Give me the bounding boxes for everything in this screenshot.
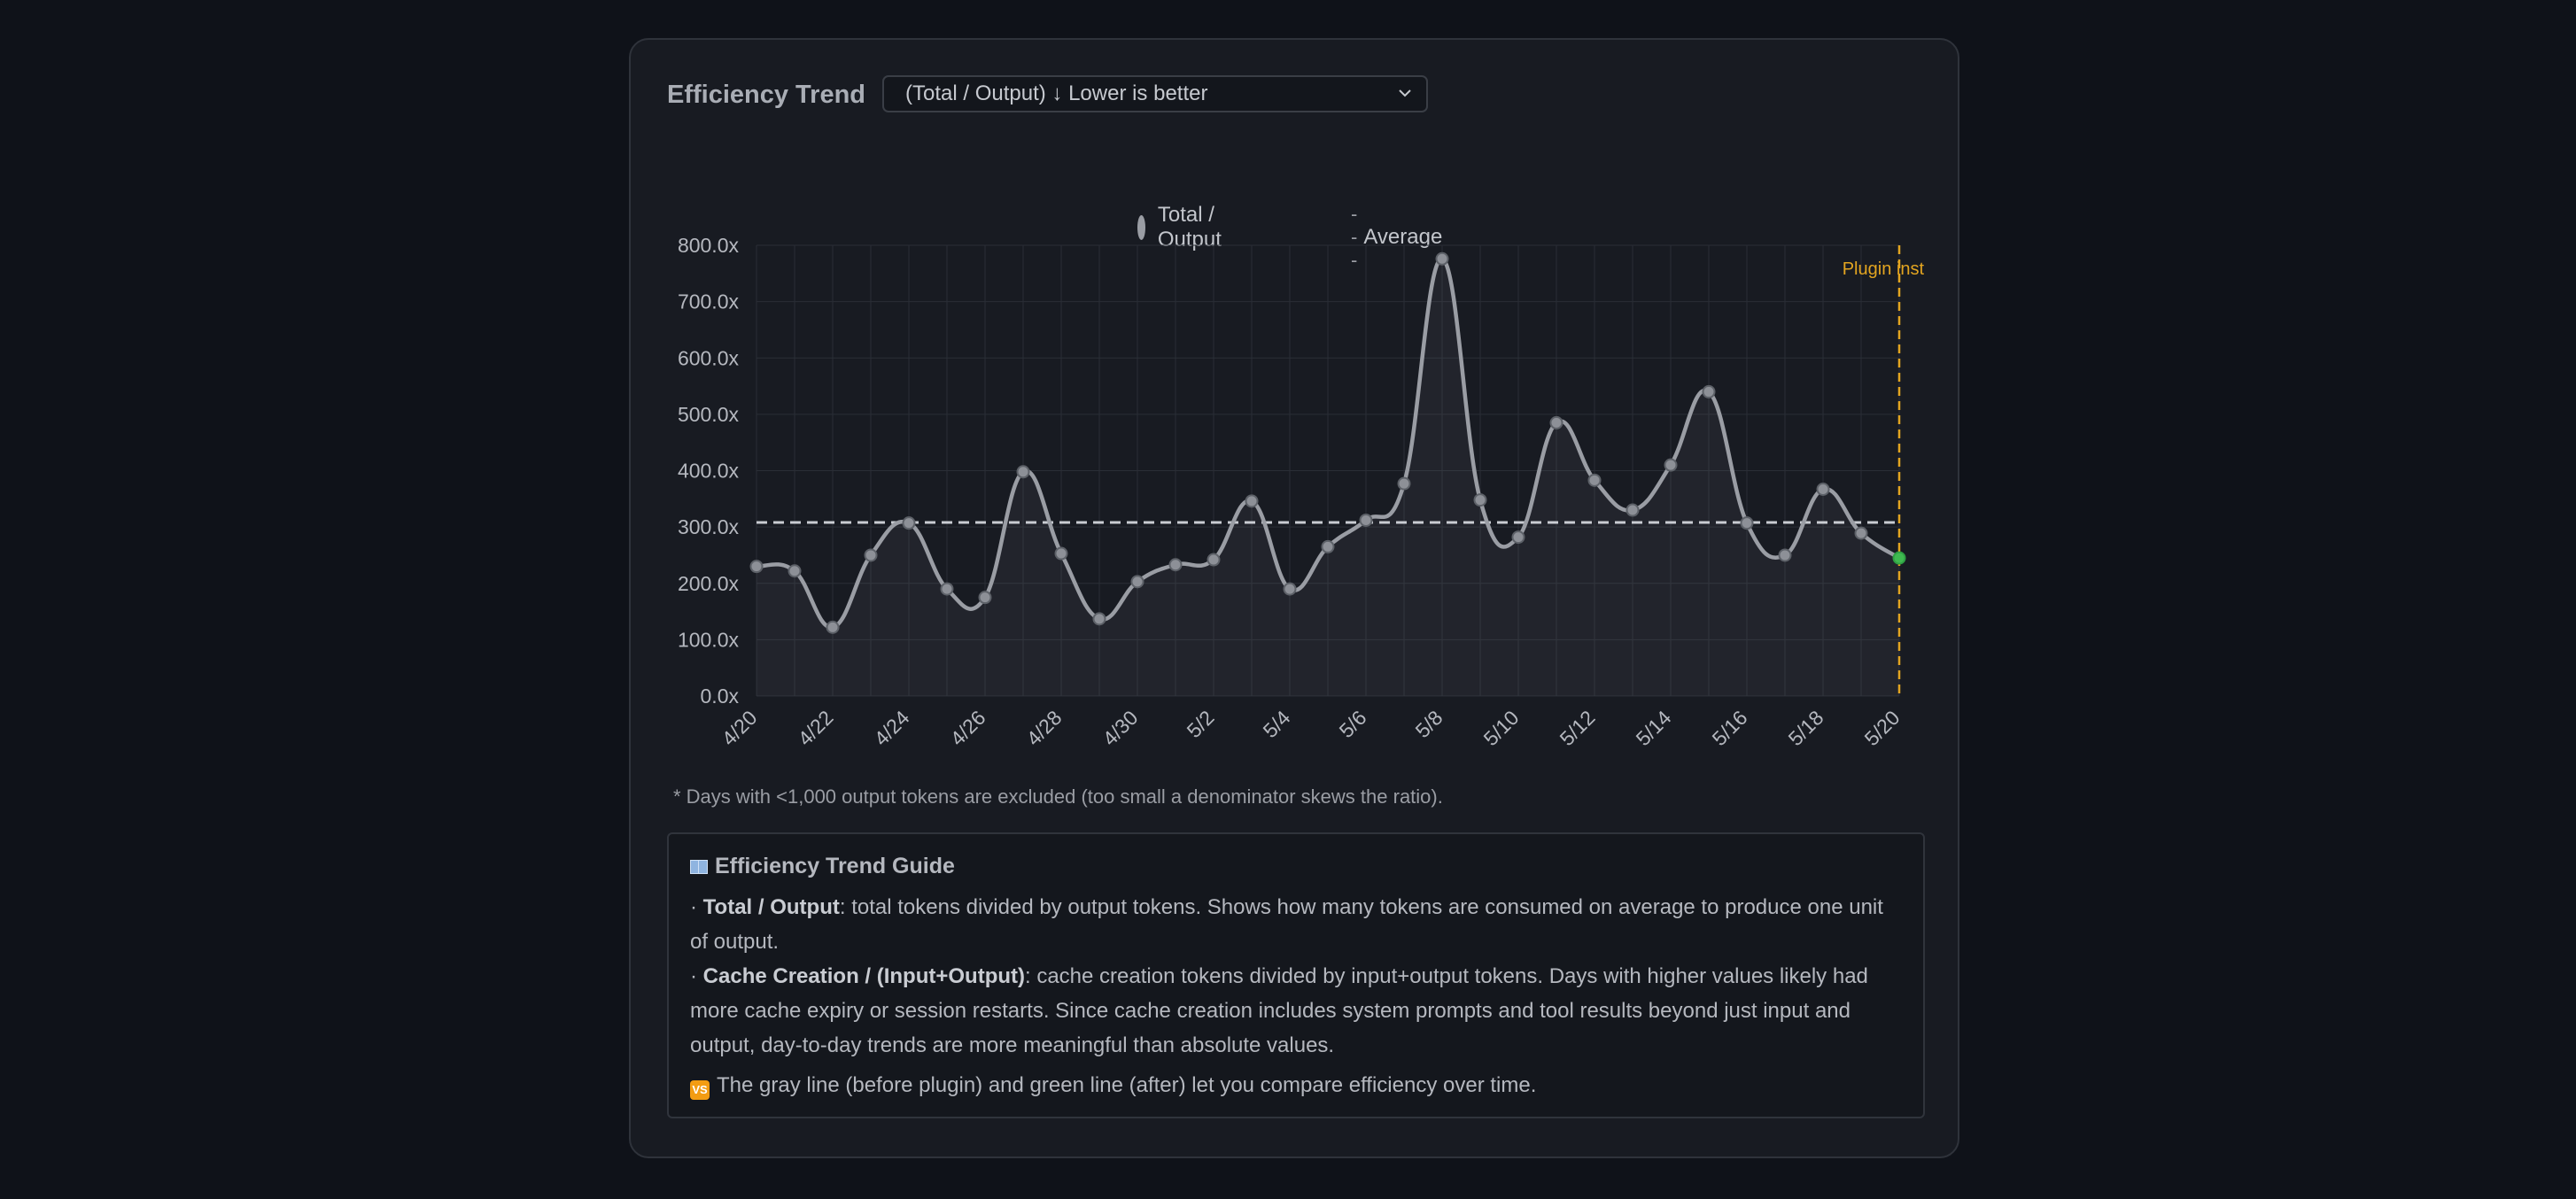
legend-series-swatch [1137,215,1145,240]
data-point [978,591,992,605]
data-point [1207,553,1221,567]
data-point [1740,516,1754,530]
efficiency-trend-card: Efficiency Trend (Total / Output) ↓ Lowe… [629,38,1959,1158]
data-point [1359,513,1373,527]
legend-series-label: Total / Output [1157,203,1222,251]
x-tick-label: 5/6 [1335,706,1371,742]
data-point [1892,551,1906,565]
y-tick-label: 400.0x [678,460,740,483]
x-tick-label: 4/24 [869,706,913,750]
guide-term-cache-creation: Cache Creation / (Input+Output) [702,964,1025,988]
guide-item-total-output: · Total / Output: total tokens divided b… [690,890,1902,959]
data-point [1054,546,1068,561]
x-tick-label: 5/10 [1478,706,1523,750]
data-point [1511,530,1525,545]
y-tick-label: 700.0x [678,290,740,313]
data-point [1245,494,1259,508]
series-area-fill [757,259,1899,696]
data-point [1664,458,1678,472]
data-point [1587,473,1602,487]
data-point [1549,415,1563,429]
footnote: * Days with <1,000 output tokens are exc… [673,785,1443,808]
data-point [1854,526,1868,540]
x-tick-label: 5/16 [1707,706,1751,750]
x-tick-label: 4/30 [1098,706,1142,750]
data-point [940,582,954,596]
data-point [788,564,802,578]
y-tick-label: 300.0x [678,515,740,538]
data-point [1321,539,1335,553]
data-point [864,548,878,562]
book-icon [690,859,708,874]
x-tick-label: 4/28 [1021,706,1066,750]
card-title: Efficiency Trend [667,81,866,109]
guide-compare-text: The gray line (before plugin) and green … [717,1073,1537,1097]
chevron-down-icon [1399,89,1411,97]
data-point [902,516,916,530]
data-point [1130,575,1144,589]
bullet: · [690,964,697,988]
x-tick-label: 5/18 [1783,706,1827,750]
guide-text-total-output: : total tokens divided by output tokens.… [690,895,1883,954]
x-tick-label: 5/12 [1555,706,1599,750]
x-tick-label: 5/14 [1631,706,1675,750]
data-point [1092,612,1106,626]
data-point [1168,558,1183,572]
bullet: · [690,895,697,919]
data-point [1016,465,1030,479]
data-point [1435,251,1449,266]
x-tick-label: 5/8 [1411,706,1447,742]
x-tick-label: 5/20 [1859,706,1904,750]
data-point [1778,548,1792,562]
data-point [1702,384,1716,398]
guide-title: Efficiency Trend Guide [715,854,955,878]
y-tick-label: 200.0x [678,572,740,595]
guide-panel: Efficiency Trend Guide · Total / Output:… [667,832,1925,1118]
x-tick-label: 5/4 [1259,706,1295,742]
guide-term-total-output: Total / Output [702,895,840,919]
x-tick-label: 5/2 [1183,706,1219,742]
y-tick-label: 600.0x [678,346,740,369]
metric-select-value: (Total / Output) ↓ Lower is better [905,81,1208,105]
data-point [1397,476,1411,491]
data-point [826,620,840,634]
data-point [1283,582,1297,596]
chart-plot: 0.0x 100.0x 200.0x 300.0x 400.0x 500.0x 600.0x… [678,234,1925,750]
data-point [749,560,764,574]
guide-title-row: Efficiency Trend Guide [690,854,1902,879]
plugin-install-label: Plugin inst [1843,259,1925,279]
vs-icon: VS [690,1080,710,1100]
y-tick-label: 100.0x [678,628,740,651]
y-tick-label: 800.0x [678,234,740,257]
guide-item-cache-creation: · Cache Creation / (Input+Output): cache… [690,959,1902,1063]
x-tick-label: 4/26 [945,706,989,750]
data-point [1626,503,1640,517]
y-tick-label: 500.0x [678,403,740,426]
data-point [1473,493,1487,507]
guide-text-cache-creation: : cache creation tokens divided by input… [690,964,1868,1057]
y-tick-label: 0.0x [701,685,740,708]
data-point [1816,482,1830,496]
x-tick-label: 4/22 [793,706,837,750]
legend-item-series[interactable]: Total / Output [1137,203,1228,252]
metric-select[interactable]: (Total / Output) ↓ Lower is better [882,75,1428,112]
guide-compare-note: VS The gray line (before plugin) and gree… [690,1068,1902,1102]
legend-average-swatch: --- [1351,203,1357,271]
x-tick-label: 4/20 [717,706,761,750]
